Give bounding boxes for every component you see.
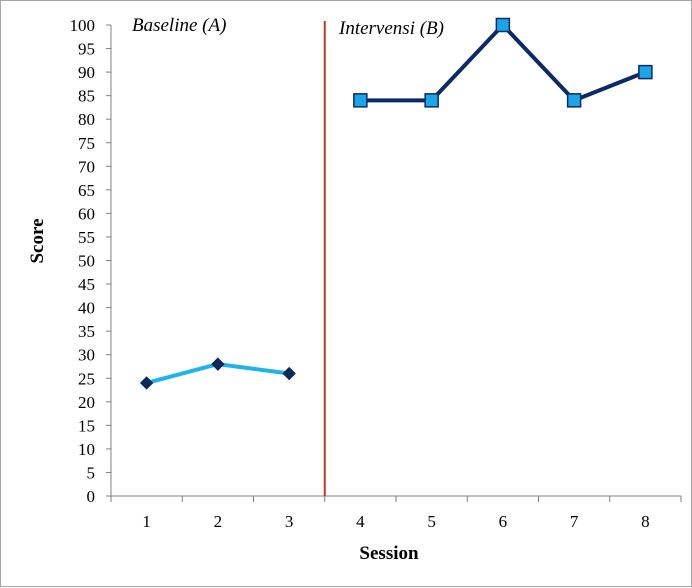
x-tick-label: 6: [499, 512, 508, 531]
x-tick-label: 4: [356, 512, 365, 531]
y-tick-label: 45: [78, 275, 95, 294]
data-point-intervention: [638, 64, 653, 80]
data-point-intervention: [424, 93, 439, 108]
y-tick-label: 0: [87, 487, 96, 506]
y-tick-label: 50: [78, 252, 95, 271]
y-tick-label: 40: [78, 299, 95, 318]
y-tick-label: 35: [78, 322, 95, 341]
y-tick-label: 55: [78, 228, 95, 247]
y-tick-label: 20: [78, 393, 95, 412]
y-tick-label: 30: [78, 346, 95, 365]
y-tick-label: 80: [78, 110, 95, 129]
y-tick-label: 70: [78, 157, 95, 176]
y-tick-label: 85: [78, 87, 95, 106]
y-tick-label: 100: [70, 16, 96, 35]
x-tick-label: 2: [214, 512, 223, 531]
data-point-baseline: [211, 357, 225, 371]
y-tick-label: 10: [78, 440, 95, 459]
y-tick-label: 25: [78, 369, 95, 388]
y-tick-label: 65: [78, 181, 95, 200]
data-point-baseline: [282, 366, 296, 381]
phase-label-intervention: Intervensi (B): [338, 18, 444, 39]
axes: 0510152025303540455055606570758085909510…: [70, 16, 682, 531]
y-tick-label: 60: [78, 204, 95, 223]
y-axis-title: Score: [27, 218, 48, 263]
data-point-baseline: [139, 376, 154, 390]
y-tick-label: 90: [78, 63, 95, 82]
data-point-intervention: [495, 17, 511, 33]
phase-label-baseline: Baseline (A): [132, 15, 226, 36]
y-tick-label: 95: [78, 40, 95, 59]
x-tick-label: 8: [641, 512, 650, 531]
y-tick-label: 15: [78, 416, 95, 435]
series-layer: [139, 17, 653, 390]
x-axis-title: Session: [359, 543, 419, 564]
data-point-intervention: [566, 93, 582, 108]
x-tick-label: 5: [427, 512, 436, 531]
y-tick-label: 5: [87, 463, 96, 482]
x-tick-label: 1: [142, 512, 151, 531]
y-tick-label: 75: [78, 134, 95, 153]
data-point-intervention: [353, 93, 368, 108]
x-tick-label: 7: [570, 512, 579, 531]
x-tick-label: 3: [285, 512, 294, 531]
